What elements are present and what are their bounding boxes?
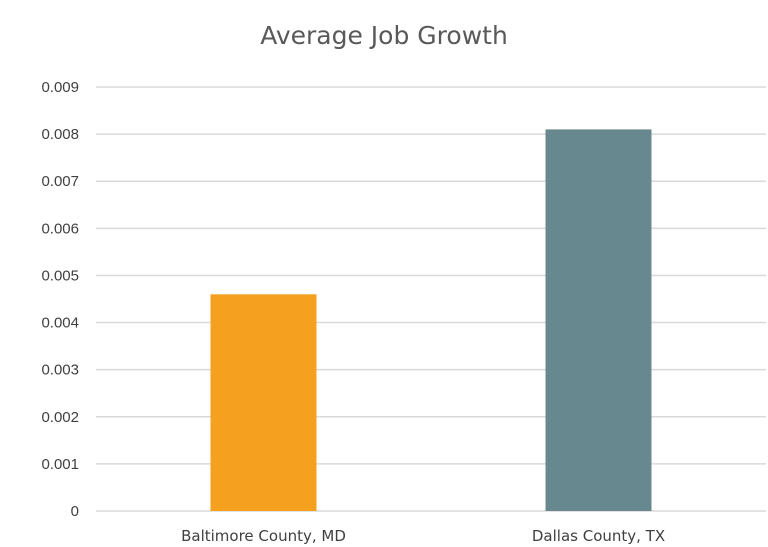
y-tick-label: 0.005 [41, 267, 79, 284]
y-tick-label: 0.001 [41, 456, 79, 473]
y-tick-label: 0.007 [41, 173, 79, 190]
x-category-label: Baltimore County, MD [181, 527, 346, 545]
y-tick-label: 0.003 [41, 362, 79, 379]
y-axis-ticks: 0 0.001 0.002 0.003 0.004 0.005 0.006 0.007 0.00… [41, 79, 79, 520]
y-tick-label: 0 [71, 503, 79, 520]
bar-1 [210, 294, 317, 511]
y-tick-label: 0.008 [41, 126, 79, 143]
x-category-label: Dallas County, TX [532, 527, 665, 545]
chart-title: Average Job Growth [260, 21, 508, 50]
y-tick-label: 0.002 [41, 409, 79, 426]
y-tick-label: 0.009 [41, 79, 79, 96]
bar-2 [545, 129, 652, 511]
y-tick-label: 0.006 [41, 220, 79, 237]
bars [210, 129, 652, 511]
x-axis-categories: Baltimore County, MD Dallas County, TX [181, 527, 665, 545]
y-tick-label: 0.004 [41, 315, 79, 332]
gridlines [96, 86, 766, 512]
